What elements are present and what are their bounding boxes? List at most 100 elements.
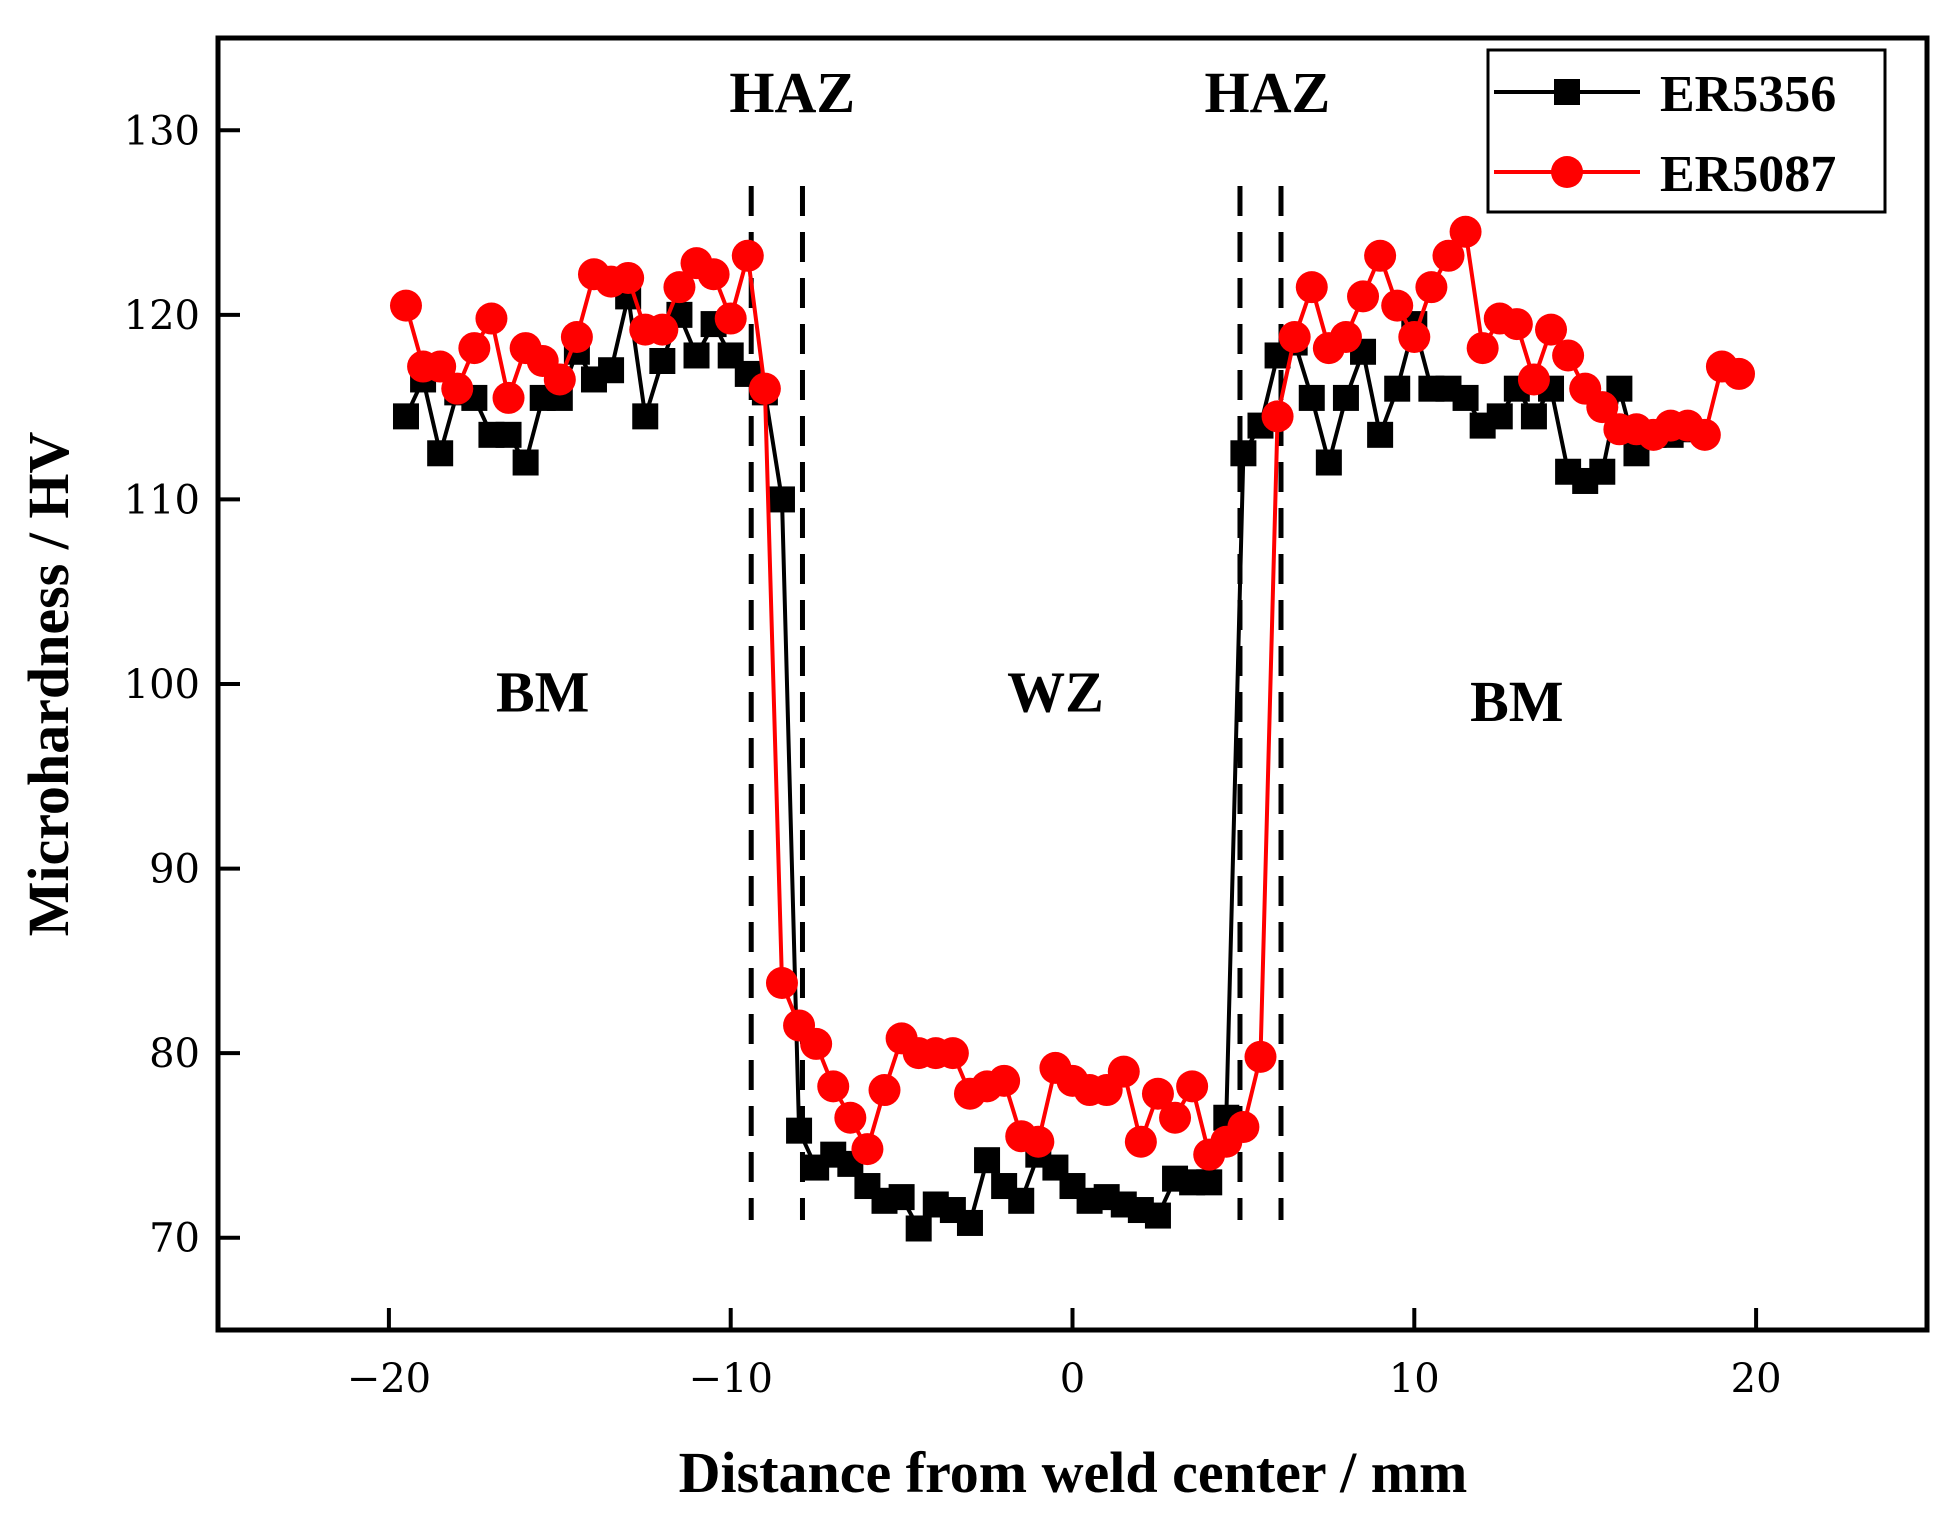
data-point-er5087 [1022,1125,1055,1158]
data-point-er5087 [646,313,679,346]
data-point-er5087 [441,372,474,405]
data-point-er5087 [936,1037,969,1070]
data-point-er5356 [427,440,454,467]
data-point-er5087 [1466,332,1499,365]
data-point-er5087 [492,381,525,414]
data-point-er5087 [560,321,593,354]
legend-label-er5087: ER5087 [1660,146,1836,203]
data-point-er5087 [1723,357,1756,390]
data-point-er5087 [1535,313,1568,346]
data-point-er5356 [974,1147,1001,1174]
data-point-er5356 [956,1209,983,1236]
data-point-er5087 [1398,321,1431,354]
series-er5087 [389,215,1756,1171]
y-axis-title: Microhardness / HV [16,431,81,936]
data-point-er5356 [1332,384,1359,411]
data-point-er5356 [495,421,522,448]
data-point-er5356 [1520,403,1547,430]
y-tick-label: 100 [124,662,200,708]
data-point-er5087 [834,1101,867,1134]
data-point-er5087 [663,271,696,304]
x-tick-label: 0 [1060,1356,1085,1402]
x-axis-title: Distance from weld center / mm [679,1440,1468,1505]
data-point-er5087 [1586,391,1619,424]
data-point-er5356 [1298,384,1325,411]
data-point-er5087 [1500,308,1533,341]
data-point-er5087 [1295,271,1328,304]
region-label-haz: HAZ [1204,60,1330,125]
data-point-er5087 [475,302,508,335]
data-point-er5087 [1278,321,1311,354]
data-point-er5087 [1517,363,1550,396]
data-point-er5087 [988,1064,1021,1097]
data-point-er5356 [786,1117,813,1144]
data-point-er5087 [748,372,781,405]
data-point-er5087 [731,239,764,272]
y-tick-label: 120 [124,293,200,339]
data-point-er5356 [1589,458,1616,485]
data-point-er5087 [1107,1055,1140,1088]
data-point-er5087 [1364,239,1397,272]
y-tick-label: 130 [124,108,200,154]
data-point-er5356 [683,342,710,369]
data-point-er5356 [392,403,419,430]
data-point-er5087 [800,1027,833,1060]
x-tick-label: 10 [1389,1356,1440,1402]
data-point-er5356 [1384,375,1411,402]
region-label-wz: WZ [1007,660,1104,725]
data-point-er5087 [1329,321,1362,354]
data-point-er5087 [1449,215,1482,248]
region-label-bm: BM [1470,669,1563,734]
legend-marker-er5356 [1554,79,1580,105]
data-point-er5087 [1141,1077,1174,1110]
data-point-er5087 [1552,339,1585,372]
data-point-er5356 [1486,403,1513,430]
data-point-er5087 [389,289,422,322]
data-point-er5087 [1347,280,1380,313]
plot-content: HAZ HAZ BM WZ BM [389,60,1756,1242]
data-point-er5356 [1452,384,1479,411]
legend-label-er5356: ER5356 [1660,66,1836,123]
data-point-er5087 [697,258,730,291]
y-tick-label: 70 [149,1216,200,1262]
data-point-er5087 [458,332,491,365]
data-point-er5087 [714,302,747,335]
data-point-er5087 [1381,289,1414,322]
data-point-er5087 [1176,1070,1209,1103]
data-point-er5356 [598,357,625,384]
data-point-er5356 [905,1215,932,1242]
y-tick-label: 80 [149,1031,200,1077]
data-point-er5087 [1415,271,1448,304]
data-point-er5087 [868,1074,901,1107]
data-point-er5356 [1230,440,1257,467]
data-point-er5087 [1124,1125,1157,1158]
data-point-er5356 [632,403,659,430]
data-point-er5356 [768,486,795,513]
data-point-er5087 [612,261,645,294]
y-tick-label: 90 [149,847,200,893]
data-point-er5087 [424,350,457,383]
data-point-er5356 [1144,1202,1171,1229]
data-point-er5087 [1432,239,1465,272]
axis-ticks: −20 −10 0 10 20 70 80 90 100 110 120 130 [124,108,1782,1402]
x-tick-label: −10 [688,1356,772,1402]
region-label-haz: HAZ [729,60,855,125]
data-point-er5087 [817,1070,850,1103]
legend: ER5356 ER5087 [1486,48,1887,214]
data-point-er5356 [1367,421,1394,448]
data-point-er5356 [1196,1169,1223,1196]
data-point-er5356 [512,449,539,476]
x-tick-label: 20 [1731,1356,1782,1402]
data-point-er5356 [888,1184,915,1211]
legend-marker-er5087 [1551,156,1583,188]
data-point-er5087 [1688,418,1721,451]
x-tick-label: −20 [347,1356,431,1402]
data-point-er5356 [649,348,676,374]
data-point-er5087 [851,1133,884,1166]
data-point-er5087 [765,967,798,1000]
data-point-er5087 [1159,1101,1192,1134]
data-point-er5087 [1261,400,1294,433]
y-tick-label: 110 [124,477,200,523]
